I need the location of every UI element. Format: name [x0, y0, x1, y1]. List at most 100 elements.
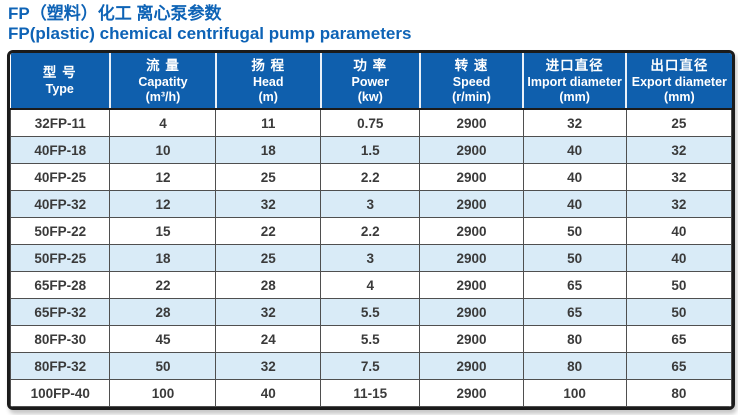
- pump-type-cell: 50FP-22: [10, 217, 111, 245]
- value-cell: 50: [625, 271, 732, 299]
- value-cell: 65: [625, 352, 732, 380]
- value-cell: 10: [109, 136, 217, 164]
- value-cell: 2900: [419, 217, 524, 245]
- header-label-en: Power: [351, 74, 389, 89]
- value-cell: 18: [215, 136, 321, 164]
- header-unit: (mm): [664, 89, 695, 104]
- pump-type-cell: 50FP-25: [10, 244, 111, 272]
- page-title-zh: FP（塑料）化工 离心泵参数: [8, 4, 222, 23]
- value-cell: 40: [522, 163, 627, 191]
- page-title-en: FP(plastic) chemical centrifugal pump pa…: [8, 24, 412, 43]
- column-header-capatity: 流 量 Capatity (m³/h): [108, 53, 216, 110]
- table-row: 80FP-30 45 24 5.5 2900 80 65: [10, 325, 732, 353]
- value-cell: 5.5: [319, 325, 421, 353]
- header-unit: (kw): [357, 89, 383, 104]
- header-label-zh: 出口直径: [650, 57, 709, 73]
- column-header-import-diameter: 进口直径 Import diameter (mm): [522, 53, 627, 110]
- value-cell: 11-15: [319, 379, 421, 407]
- value-cell: 50: [522, 217, 627, 245]
- header-label-en: Speed: [452, 74, 491, 89]
- header-label-zh: 流 量: [146, 57, 180, 73]
- value-cell: 32: [625, 136, 732, 164]
- value-cell: 2.2: [319, 163, 421, 191]
- value-cell: 40: [625, 244, 732, 272]
- header-label-en: Type: [45, 82, 74, 96]
- value-cell: 80: [522, 325, 627, 353]
- value-cell: 32: [215, 352, 321, 380]
- pump-type-cell: 80FP-30: [10, 325, 111, 353]
- table-header-row: 型 号 Type 流 量 Capatity (m³/h) 扬 程 Head (m) 功 率 Pow…: [10, 53, 732, 110]
- pump-type-cell: 80FP-32: [10, 352, 111, 380]
- pump-type-cell: 100FP-40: [10, 379, 111, 407]
- pump-type-cell: 32FP-11: [10, 108, 111, 137]
- value-cell: 80: [625, 379, 732, 407]
- value-cell: 7.5: [319, 352, 421, 380]
- page-header: FP（塑料）化工 离心泵参数 FP(plastic) chemical cent…: [8, 4, 738, 44]
- value-cell: 28: [109, 298, 217, 326]
- value-cell: 2900: [419, 325, 524, 353]
- value-cell: 2900: [419, 352, 524, 380]
- table-row: 65FP-32 28 32 5.5 2900 65 50: [10, 298, 732, 326]
- value-cell: 32: [625, 163, 732, 191]
- value-cell: 45: [109, 325, 217, 353]
- value-cell: 80: [522, 352, 627, 380]
- table-row: 40FP-25 12 25 2.2 2900 40 32: [10, 163, 732, 191]
- table-row: 80FP-32 50 32 7.5 2900 80 65: [10, 352, 732, 380]
- value-cell: 3: [319, 244, 421, 272]
- header-label-en: Capatity: [138, 74, 188, 89]
- value-cell: 25: [215, 163, 321, 191]
- value-cell: 2900: [419, 298, 524, 326]
- header-label-zh: 扬 程: [251, 57, 286, 73]
- header-unit: (m): [258, 89, 278, 104]
- value-cell: 2900: [419, 136, 524, 164]
- table-body: 32FP-11 4 11 0.75 2900 32 25 40FP-18 10 18 1.5 2900…: [10, 108, 732, 407]
- value-cell: 12: [109, 163, 217, 191]
- value-cell: 100: [522, 379, 627, 407]
- value-cell: 28: [215, 271, 321, 299]
- value-cell: 12: [109, 190, 217, 218]
- pump-parameters-table-frame: 型 号 Type 流 量 Capatity (m³/h) 扬 程 Head (m) 功 率 Pow…: [7, 50, 735, 410]
- value-cell: 50: [625, 298, 732, 326]
- value-cell: 4: [319, 271, 421, 299]
- table-row: 40FP-32 12 32 3 2900 40 32: [10, 190, 732, 218]
- header-label-en: Head: [252, 74, 284, 89]
- value-cell: 65: [522, 271, 627, 299]
- value-cell: 3: [319, 190, 421, 218]
- value-cell: 11: [215, 108, 321, 137]
- value-cell: 2900: [419, 271, 524, 299]
- column-header-power: 功 率 Power (kw): [319, 53, 420, 110]
- table-row: 65FP-28 22 28 4 2900 65 50: [10, 271, 732, 299]
- value-cell: 25: [625, 108, 732, 137]
- value-cell: 4: [109, 108, 217, 137]
- value-cell: 40: [625, 217, 732, 245]
- header-label-zh: 功 率: [353, 57, 388, 73]
- value-cell: 40: [522, 136, 627, 164]
- value-cell: 15: [109, 217, 217, 245]
- value-cell: 50: [522, 244, 627, 272]
- value-cell: 2900: [419, 379, 524, 407]
- value-cell: 2900: [419, 163, 524, 191]
- value-cell: 32: [625, 190, 732, 218]
- value-cell: 0.75: [319, 108, 421, 137]
- pump-parameters-table: 型 号 Type 流 量 Capatity (m³/h) 扬 程 Head (m) 功 率 Pow…: [10, 53, 732, 407]
- header-label-en: Export diameter: [631, 74, 727, 89]
- pump-type-cell: 65FP-32: [10, 298, 111, 326]
- value-cell: 2900: [419, 108, 524, 137]
- pump-type-cell: 40FP-25: [10, 163, 111, 191]
- pump-type-cell: 40FP-18: [10, 136, 111, 164]
- header-label-zh: 进口直径: [545, 57, 604, 73]
- value-cell: 40: [522, 190, 627, 218]
- header-label-zh: 型 号: [42, 65, 77, 80]
- pump-type-cell: 65FP-28: [10, 271, 111, 299]
- value-cell: 100: [109, 379, 217, 407]
- value-cell: 22: [215, 217, 321, 245]
- header-label-zh: 转 速: [454, 57, 489, 73]
- header-unit: (r/min): [452, 89, 491, 104]
- value-cell: 32: [522, 108, 627, 137]
- value-cell: 2.2: [319, 217, 421, 245]
- table-row: 100FP-40 100 40 11-15 2900 100 80: [10, 379, 732, 407]
- value-cell: 2900: [419, 190, 524, 218]
- value-cell: 32: [215, 298, 321, 326]
- table-row: 32FP-11 4 11 0.75 2900 32 25: [10, 108, 732, 137]
- table-row: 50FP-22 15 22 2.2 2900 50 40: [10, 217, 732, 245]
